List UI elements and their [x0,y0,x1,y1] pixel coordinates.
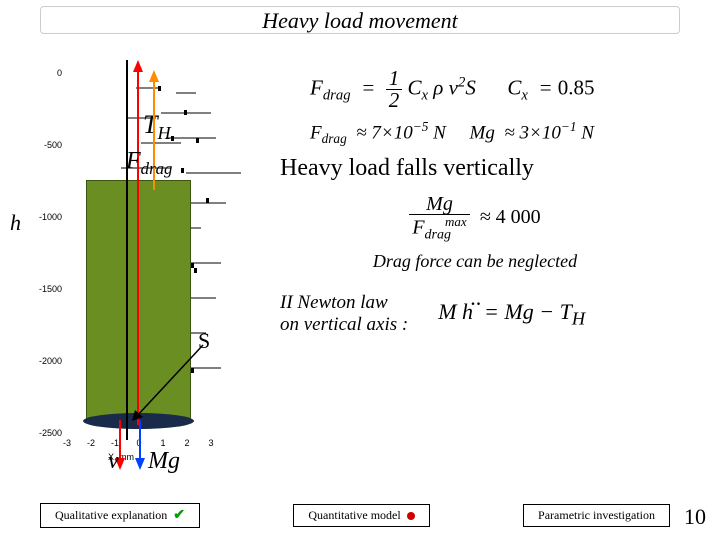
s-arrow-icon [128,340,208,425]
quantitative-pill[interactable]: Quantitative model [293,504,429,527]
eq-neglect: Drag force can be neglected [250,251,700,272]
page-title: Heavy load movement [40,6,680,34]
x-tick: 2 [180,438,194,448]
equations-panel: Fdrag = 12 Cx ρ v2S Cx = 0.85 Fdrag ≈ 7×… [280,60,700,336]
eq-newton-law: II Newton law on vertical axis : [280,292,408,336]
h-axis-label: h [10,210,21,236]
parametric-pill[interactable]: Parametric investigation [523,504,670,527]
x-tick: 3 [204,438,218,448]
mg-label: Mg [148,448,180,475]
physics-diagram: h 0 -500 -1000 -1500 -2000 -2500 -3 -2 -… [8,60,268,460]
eq-fdrag-formula: Fdrag = 12 Cx ρ v2S Cx = 0.85 [310,68,700,111]
x-tick: -3 [60,438,74,448]
y-tick: -2000 [36,356,62,366]
fdrag-label: Fdrag [126,148,172,179]
x-tick: 1 [156,438,170,448]
eq-fdrag-value: Fdrag ≈ 7×10−5 N Mg ≈ 3×10−1 N [310,119,700,147]
main-statement: Heavy load falls vertically [280,155,700,182]
qualitative-pill[interactable]: Qualitative explanation✔ [40,503,200,528]
v-label: v [108,448,119,475]
footer-nav: Qualitative explanation✔ Quantitative mo… [40,503,670,528]
mg-arrow-icon [133,420,147,470]
check-icon: ✔ [173,507,185,524]
y-tick: -1000 [36,212,62,222]
eq-motion: .. M h = Mg − TH [438,299,585,329]
y-tick: -2500 [36,428,62,438]
red-dot-icon [407,512,415,520]
s-label: S [198,328,210,354]
x-tick: -2 [84,438,98,448]
y-tick: 0 [36,68,62,78]
y-tick: -1500 [36,284,62,294]
eq-ratio: Mg Fdragmax ≈ 4 000 [250,194,700,243]
y-tick: -500 [36,140,62,150]
page-number: 10 [684,504,706,530]
